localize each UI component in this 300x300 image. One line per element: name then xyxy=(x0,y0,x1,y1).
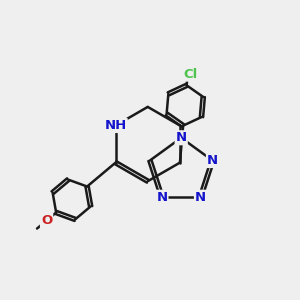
Text: Cl: Cl xyxy=(183,68,197,81)
Text: N: N xyxy=(176,131,187,144)
Text: O: O xyxy=(41,214,52,227)
Text: N: N xyxy=(207,154,218,167)
Text: NH: NH xyxy=(104,119,127,132)
Text: N: N xyxy=(195,191,206,204)
Text: N: N xyxy=(156,191,167,204)
